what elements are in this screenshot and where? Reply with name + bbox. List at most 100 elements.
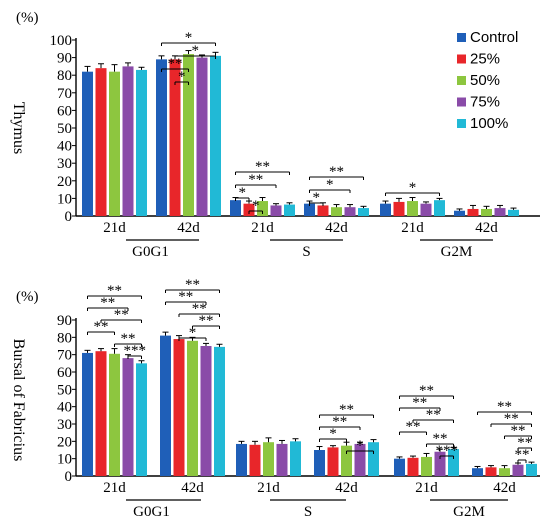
bar: [187, 340, 198, 476]
bar: [344, 207, 356, 216]
bar: [156, 59, 167, 216]
group-label: S: [304, 504, 312, 520]
bar: [257, 201, 268, 216]
y-tick-label: 30: [57, 417, 72, 433]
significance-label: *: [329, 426, 337, 442]
bar: [472, 468, 483, 476]
y-tick-label: 60: [57, 365, 72, 381]
x-tick-label: 21d: [103, 220, 126, 236]
bar: [214, 346, 225, 476]
x-tick-label: 42d: [335, 480, 358, 496]
legend-swatch: [457, 119, 466, 128]
x-tick-label: 21d: [257, 480, 280, 496]
bar: [434, 451, 446, 476]
y-tick-label: 0: [65, 209, 73, 225]
bar: [160, 335, 171, 476]
bar: [494, 208, 506, 216]
significance-label: **: [185, 277, 200, 293]
bar: [290, 441, 301, 476]
bar: [448, 449, 459, 476]
significance-label: **: [339, 402, 354, 418]
bar: [380, 203, 391, 216]
group-label: G0G1: [132, 244, 169, 260]
y-tick-label: 50: [57, 121, 72, 137]
significance-label: **: [114, 307, 129, 323]
x-tick-label: 21d: [103, 480, 126, 496]
bar: [304, 203, 315, 216]
significance-label: **: [426, 407, 441, 423]
y-tick-label: 30: [57, 156, 72, 172]
significance-label: **: [121, 331, 136, 347]
bar: [368, 442, 379, 476]
y-tick-label: 20: [57, 174, 72, 190]
y-tick-label: 90: [57, 313, 72, 329]
bar: [82, 352, 93, 476]
bar: [136, 69, 147, 216]
significance-label: **: [255, 159, 270, 175]
bar: [526, 463, 537, 476]
x-tick-label: 42d: [493, 480, 516, 496]
y-tick-label: 10: [57, 191, 72, 207]
y-tick-label: 0: [65, 469, 73, 485]
y-tick-label: 40: [57, 400, 72, 416]
significance-label: *: [356, 438, 364, 454]
bar: [421, 456, 432, 476]
significance-label: **: [332, 414, 347, 430]
significance-label: *: [178, 69, 186, 85]
significance-label: **: [168, 56, 183, 72]
y-tick-label: 40: [57, 139, 72, 155]
bar: [122, 358, 134, 476]
y-tick-label: 70: [57, 348, 72, 364]
significance-label: **: [517, 435, 532, 451]
bar: [434, 200, 445, 216]
y-unit-label: (%): [16, 289, 39, 305]
significance-label: **: [406, 419, 421, 435]
x-tick-label: 42d: [181, 480, 204, 496]
significance-label: *: [192, 43, 200, 59]
bar: [512, 464, 524, 476]
bar: [393, 201, 405, 216]
legend-entry: 25%: [470, 51, 500, 68]
legend-entry: Control: [470, 29, 518, 46]
bar: [508, 209, 519, 216]
x-tick-label: 21d: [415, 480, 438, 496]
bar: [270, 205, 282, 216]
legend-swatch: [457, 76, 466, 85]
bar: [420, 203, 432, 216]
bar: [122, 66, 134, 217]
bar: [354, 443, 366, 476]
x-tick-label: 42d: [475, 220, 498, 236]
significance-label: **: [412, 395, 427, 411]
significance-label: **: [515, 447, 530, 463]
y-axis-title: Bursal of Fabricius: [10, 339, 27, 462]
group-label: S: [302, 244, 310, 260]
bar: [481, 208, 492, 216]
y-tick-label: 20: [57, 434, 72, 450]
bar: [263, 442, 274, 476]
x-tick-label: 42d: [325, 220, 348, 236]
bar: [317, 205, 329, 216]
y-unit-label: (%): [16, 10, 39, 26]
bar: [249, 444, 261, 476]
significance-label: **: [433, 431, 448, 447]
significance-label: ***: [436, 443, 459, 459]
bar: [407, 201, 418, 216]
bar: [196, 57, 208, 216]
bar: [230, 200, 241, 216]
significance-label: *: [409, 180, 417, 196]
y-tick-label: 80: [57, 330, 72, 346]
significance-label: *: [239, 185, 247, 201]
y-tick-label: 100: [50, 33, 73, 49]
significance-label: *: [185, 30, 193, 46]
bar: [327, 447, 339, 476]
x-tick-label: 42d: [177, 220, 200, 236]
y-tick-label: 50: [57, 382, 72, 398]
bar: [95, 68, 107, 216]
significance-label: **: [511, 423, 526, 439]
x-tick-label: 21d: [401, 220, 424, 236]
significance-label: **: [199, 313, 214, 329]
significance-label: **: [100, 295, 115, 311]
